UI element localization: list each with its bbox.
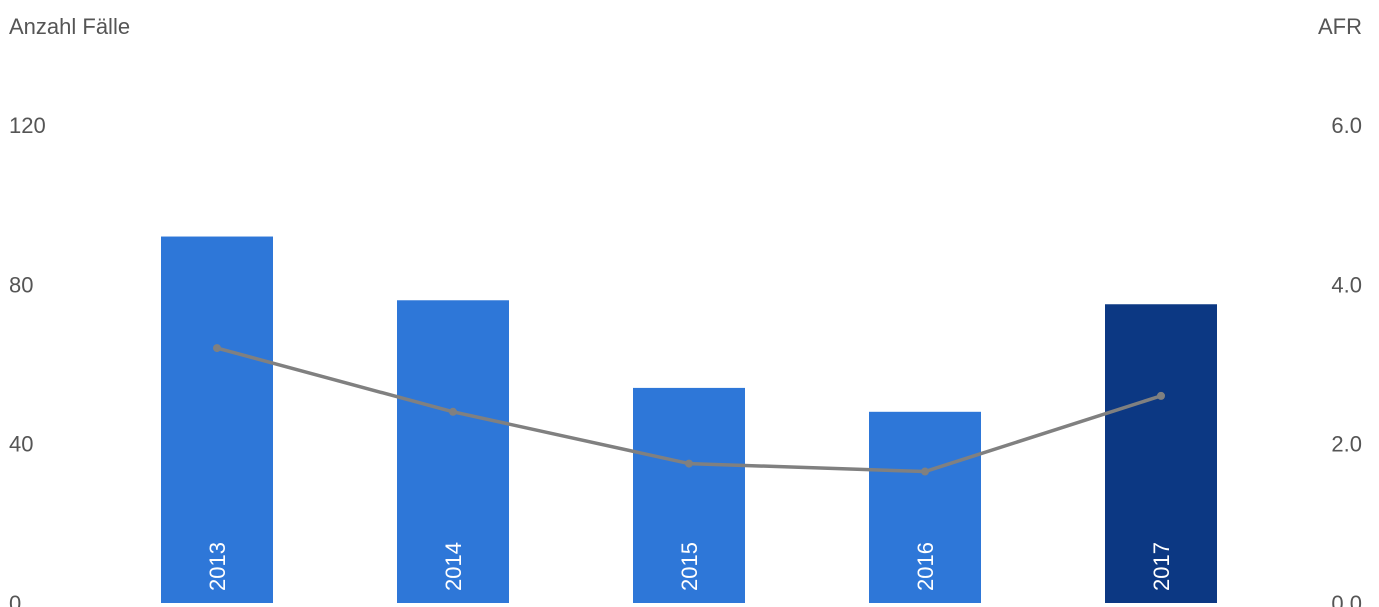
y-left-tick-label: 120 <box>9 113 46 138</box>
category-label-2013: 2013 <box>205 542 230 591</box>
bar-2016 <box>869 411 981 603</box>
y-left-tick-label: 40 <box>9 432 33 457</box>
y-left-tick-label: 80 <box>9 272 33 297</box>
y-right-tick-label: 2.0 <box>1331 432 1362 457</box>
afr-point-2016 <box>921 467 929 476</box>
y-right-tick-label: 0.0 <box>1331 591 1362 607</box>
bar-2017 <box>1105 304 1217 603</box>
category-label-2016: 2016 <box>913 542 938 591</box>
right-axis-title: AFR <box>1318 14 1362 39</box>
afr-point-2015 <box>685 459 693 468</box>
category-label-2014: 2014 <box>441 542 466 591</box>
bar-2015 <box>633 387 745 603</box>
afr-point-2013 <box>213 344 221 353</box>
bar-2013 <box>161 236 273 604</box>
category-label-2015: 2015 <box>677 542 702 591</box>
category-label-2017: 2017 <box>1149 542 1174 591</box>
left-axis-title: Anzahl Fälle <box>9 14 131 39</box>
y-left-tick-label: 0 <box>9 591 21 607</box>
y-right-tick-label: 6.0 <box>1331 113 1362 138</box>
bar-2014 <box>397 300 509 603</box>
afr-point-2014 <box>449 407 457 416</box>
afr-point-2017 <box>1157 391 1165 400</box>
y-right-tick-label: 4.0 <box>1331 272 1362 297</box>
